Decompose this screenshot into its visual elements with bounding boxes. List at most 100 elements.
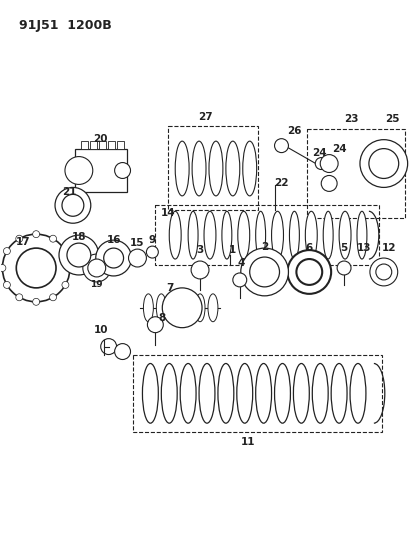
Circle shape [16, 248, 56, 288]
Text: 17: 17 [16, 237, 31, 247]
Circle shape [287, 250, 330, 294]
Ellipse shape [356, 211, 366, 259]
Text: 25: 25 [385, 114, 399, 124]
Ellipse shape [323, 211, 332, 259]
Ellipse shape [242, 141, 256, 196]
Text: 91J51  1200B: 91J51 1200B [19, 19, 112, 33]
Ellipse shape [180, 364, 196, 423]
Circle shape [114, 344, 130, 360]
Ellipse shape [182, 294, 192, 322]
Circle shape [65, 157, 93, 184]
Circle shape [103, 248, 123, 268]
Circle shape [0, 264, 6, 271]
Circle shape [88, 259, 105, 277]
Text: 24: 24 [311, 148, 326, 158]
Ellipse shape [305, 211, 316, 259]
Ellipse shape [289, 211, 299, 259]
Bar [133, 354, 381, 432]
Ellipse shape [169, 211, 181, 259]
Text: 7: 7 [166, 283, 173, 293]
Circle shape [315, 158, 326, 169]
Text: 21: 21 [62, 188, 76, 197]
Bar [116, 141, 123, 149]
Text: 5: 5 [339, 243, 347, 253]
Circle shape [55, 188, 90, 223]
Circle shape [66, 264, 73, 271]
Circle shape [240, 248, 288, 296]
Circle shape [336, 261, 350, 275]
Text: 16: 16 [106, 235, 121, 245]
Circle shape [359, 140, 407, 188]
Circle shape [114, 163, 130, 179]
Text: 18: 18 [71, 232, 86, 242]
Circle shape [162, 288, 202, 328]
Ellipse shape [255, 211, 265, 259]
Bar [98, 141, 105, 149]
Ellipse shape [293, 364, 309, 423]
Ellipse shape [237, 211, 249, 259]
Ellipse shape [207, 294, 217, 322]
Circle shape [296, 259, 321, 285]
Bar [75, 149, 126, 192]
Circle shape [320, 155, 337, 173]
Ellipse shape [142, 364, 158, 423]
Circle shape [249, 257, 279, 287]
Text: 1: 1 [229, 245, 236, 255]
Ellipse shape [143, 294, 153, 322]
Ellipse shape [156, 294, 166, 322]
Circle shape [62, 248, 69, 255]
Text: 2: 2 [260, 242, 268, 252]
Circle shape [368, 149, 398, 179]
Text: 4: 4 [237, 258, 244, 268]
Circle shape [274, 139, 288, 152]
Ellipse shape [192, 141, 206, 196]
Circle shape [2, 234, 70, 302]
Circle shape [369, 258, 397, 286]
Circle shape [3, 248, 10, 255]
Text: 14: 14 [161, 208, 175, 219]
Circle shape [50, 235, 57, 242]
Text: 6: 6 [305, 243, 312, 253]
Ellipse shape [349, 364, 365, 423]
Text: 24: 24 [331, 143, 346, 154]
Ellipse shape [209, 141, 222, 196]
Circle shape [62, 281, 69, 288]
Ellipse shape [195, 294, 204, 322]
Bar [107, 141, 114, 149]
Ellipse shape [188, 211, 197, 259]
Text: 22: 22 [273, 179, 288, 189]
Circle shape [16, 294, 23, 301]
Circle shape [33, 231, 40, 238]
Ellipse shape [225, 141, 239, 196]
Circle shape [128, 249, 146, 267]
Text: 9: 9 [148, 235, 156, 245]
Circle shape [3, 281, 10, 288]
Circle shape [147, 317, 163, 333]
Ellipse shape [161, 364, 177, 423]
Circle shape [232, 273, 246, 287]
Circle shape [375, 264, 391, 280]
Text: 26: 26 [287, 126, 301, 136]
Text: 23: 23 [343, 114, 357, 124]
Circle shape [95, 240, 131, 276]
Circle shape [62, 195, 83, 216]
Circle shape [33, 298, 40, 305]
Bar [306, 129, 404, 218]
Ellipse shape [338, 211, 350, 259]
Text: 8: 8 [158, 313, 166, 323]
Text: 12: 12 [381, 243, 395, 253]
Text: 19: 19 [90, 280, 103, 289]
Text: 13: 13 [356, 243, 370, 253]
Circle shape [59, 235, 98, 275]
Ellipse shape [204, 211, 216, 259]
Ellipse shape [274, 364, 290, 423]
Ellipse shape [255, 364, 271, 423]
Text: 15: 15 [130, 238, 145, 248]
Circle shape [16, 235, 23, 242]
Ellipse shape [330, 364, 346, 423]
Ellipse shape [199, 364, 214, 423]
Circle shape [83, 254, 110, 282]
Bar [90, 141, 97, 149]
Text: 10: 10 [93, 325, 108, 335]
Bar [155, 205, 378, 265]
